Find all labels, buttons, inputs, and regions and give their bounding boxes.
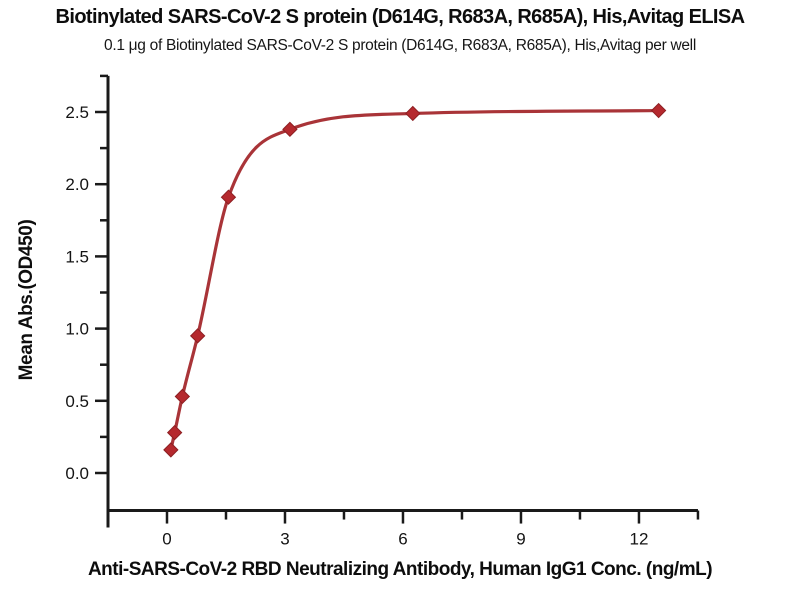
- data-point-marker: [163, 442, 179, 458]
- y-tick-label: 1.0: [65, 320, 89, 339]
- x-tick-label: 6: [398, 530, 407, 549]
- y-tick-label: 0.5: [65, 392, 89, 411]
- x-axis-title: Anti-SARS-CoV-2 RBD Neutralizing Antibod…: [87, 559, 713, 580]
- y-tick-label: 0.0: [65, 464, 89, 483]
- x-tick-label: 0: [162, 530, 171, 549]
- chart-subtitle: 0.1 μg of Biotinylated SARS-CoV-2 S prot…: [104, 37, 696, 54]
- data-point-marker: [220, 189, 237, 205]
- y-tick-label: 2.5: [65, 103, 89, 122]
- data-point-marker: [166, 424, 183, 441]
- x-tick-label: 3: [280, 530, 289, 549]
- fit-curve: [169, 108, 661, 452]
- chart-title: Biotinylated SARS-CoV-2 S protein (D614G…: [55, 6, 746, 28]
- y-tick-label: 1.5: [65, 247, 89, 266]
- x-tick-label: 9: [516, 530, 525, 549]
- data-point-marker: [189, 328, 206, 344]
- data-point-marker: [282, 121, 298, 138]
- data-point-marker: [650, 102, 667, 119]
- data-point-marker: [174, 388, 191, 405]
- data-point-marker: [405, 105, 421, 122]
- x-tick-label: 12: [629, 530, 648, 549]
- y-tick-label: 2.0: [65, 175, 89, 194]
